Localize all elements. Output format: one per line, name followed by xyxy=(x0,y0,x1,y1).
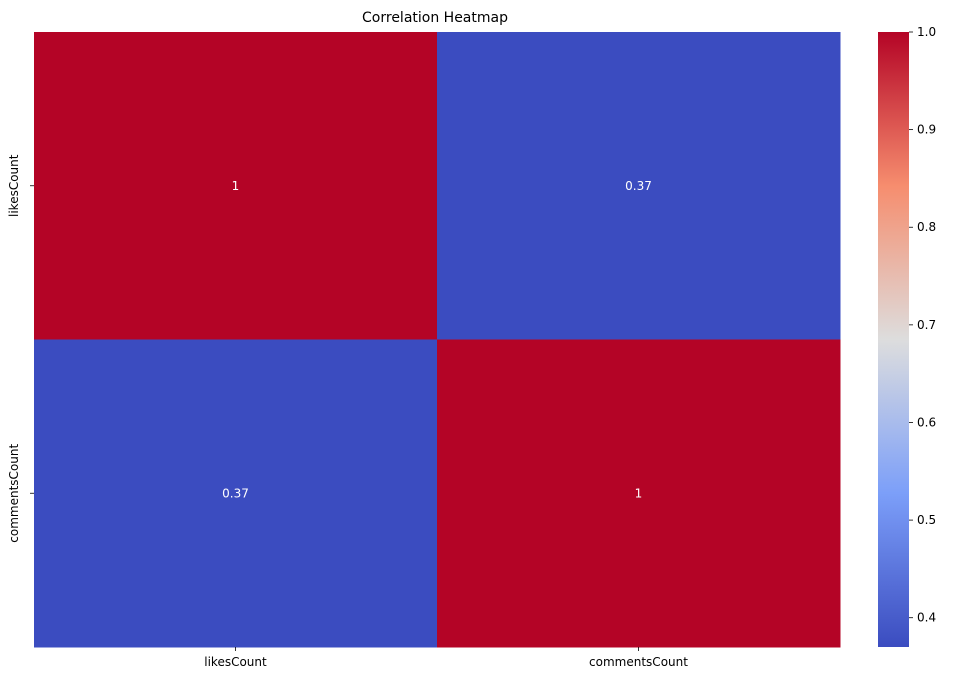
colorbar xyxy=(878,32,909,647)
row-tick-label: likesCount xyxy=(7,154,21,217)
column-tick-label: commentsCount xyxy=(589,655,688,669)
colorbar-tick-label: 0.7 xyxy=(917,318,936,332)
cell-value-label: 0.37 xyxy=(222,486,249,500)
chart-title: Correlation Heatmap xyxy=(362,10,508,26)
cell-value-label: 1 xyxy=(232,179,240,193)
heatmap-cells xyxy=(34,32,841,648)
colorbar-tick-label: 0.8 xyxy=(917,220,936,234)
row-tick-label: commentsCount xyxy=(7,444,21,543)
colorbar-ticks: 0.4 0.5 0.6 0.7 0.8 0.9 1.0 xyxy=(909,25,936,625)
heatmap-cell-labels: 1 0.37 0.37 1 xyxy=(222,179,652,501)
heatmap-cell xyxy=(34,339,438,648)
heatmap-cell xyxy=(34,32,438,340)
colorbar-tick-label: 0.5 xyxy=(917,513,936,527)
colorbar-tick-label: 0.4 xyxy=(917,611,936,625)
row-axis: likesCount commentsCount xyxy=(7,154,34,543)
heatmap-cell xyxy=(437,32,841,340)
colorbar-tick-label: 0.9 xyxy=(917,123,936,137)
heatmap-cell xyxy=(437,339,841,648)
column-axis: likesCount commentsCount xyxy=(204,647,688,669)
cell-value-label: 0.37 xyxy=(625,179,652,193)
colorbar-tick-label: 1.0 xyxy=(917,25,936,39)
cell-value-label: 1 xyxy=(635,486,643,500)
column-tick-label: likesCount xyxy=(204,655,267,669)
colorbar-tick-label: 0.6 xyxy=(917,415,936,429)
